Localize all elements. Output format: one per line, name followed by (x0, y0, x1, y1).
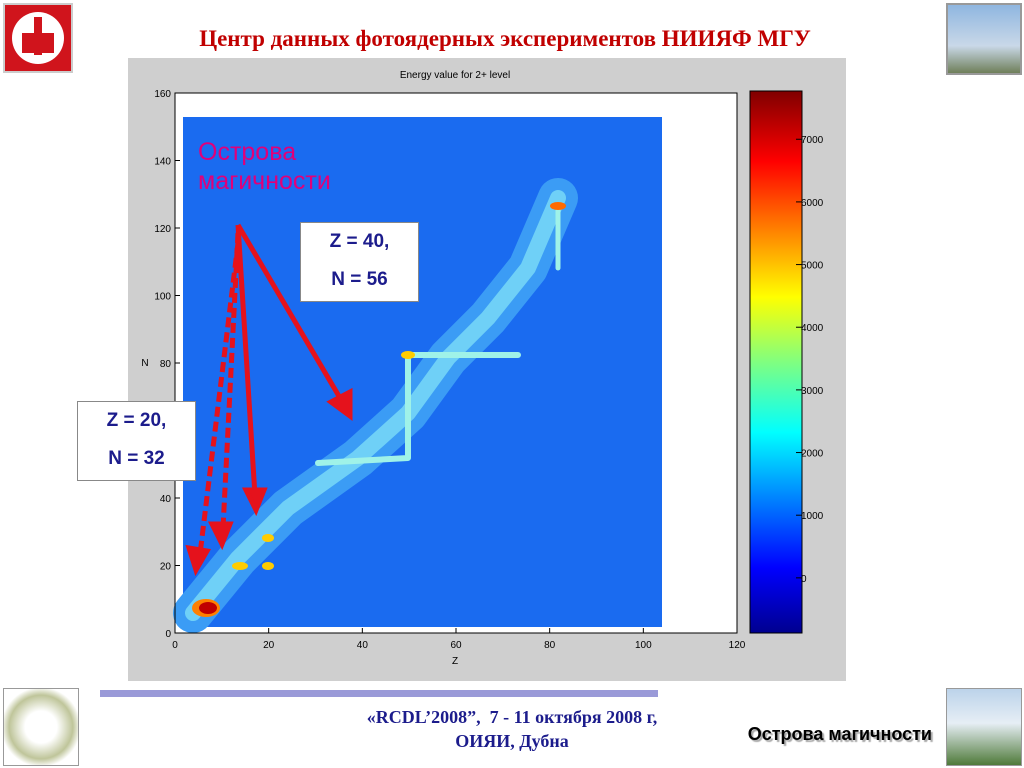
annotation-line: Z = 40, (329, 231, 390, 252)
x-tick-label: 80 (544, 640, 556, 651)
colorbar-tick-label: 2000 (801, 449, 824, 460)
footer-event: «RCDL’2008”, 7 - 11 октября 2008 г, (366, 707, 658, 727)
chart-title: Energy value for 2+ level (400, 70, 510, 81)
y-tick-label: 120 (154, 224, 171, 235)
annotation-box: Z = 40, N = 56 (300, 222, 419, 302)
y-tick-label: 140 (154, 157, 171, 168)
colorbar-tick-label: 4000 (801, 323, 824, 334)
x-tick-label: 100 (635, 640, 652, 651)
y-tick-label: 40 (160, 494, 172, 505)
colorbar-tick-label: 0 (801, 574, 807, 585)
colorbar-tick-label: 1000 (801, 511, 824, 522)
annotation-line: N = 56 (331, 269, 388, 290)
colorbar-tick-label: 3000 (801, 386, 824, 397)
islands-label: Острова магичности (198, 138, 331, 195)
logo-icon (12, 12, 64, 64)
photo-dubna (946, 688, 1022, 766)
y-axis-label: N (141, 358, 148, 369)
logo-rcdl (3, 688, 79, 766)
x-tick-label: 40 (357, 640, 369, 651)
footer-caption: Острова магичности (747, 724, 932, 744)
photo-msu (946, 3, 1022, 75)
x-tick-label: 20 (263, 640, 275, 651)
y-tick-label: 80 (160, 359, 172, 370)
y-tick-label: 160 (154, 89, 171, 100)
heatmap-band (173, 178, 578, 633)
footer-place: ОИЯИ, Дубна (455, 731, 569, 751)
colorbar-tick-label: 7000 (801, 135, 824, 146)
x-tick-label: 60 (450, 640, 462, 651)
annotation-line: N = 32 (108, 448, 165, 469)
annotation-line: Z = 20, (106, 410, 167, 431)
arrows (185, 223, 353, 577)
page-title: Центр данных фотоядерных экспериментов Н… (199, 26, 811, 51)
x-axis-label: Z (452, 656, 458, 667)
heatmap-hotspots (192, 202, 566, 617)
chart: Energy value for 2+ level Z N 0 20 40 60 80 1… (128, 58, 846, 681)
x-tick-label: 120 (729, 640, 746, 651)
y-tick-label: 100 (154, 292, 171, 303)
y-tick-label: 20 (160, 562, 172, 573)
footer-bar (100, 690, 658, 697)
y-tick-label: 0 (165, 629, 171, 640)
colorbar (749, 90, 803, 634)
colorbar-tick-label: 5000 (801, 261, 824, 272)
logo-msu (3, 3, 73, 73)
annotation-box: Z = 20, N = 32 (77, 401, 196, 481)
x-tick-label: 0 (172, 640, 178, 651)
colorbar-tick-label: 6000 (801, 198, 824, 209)
